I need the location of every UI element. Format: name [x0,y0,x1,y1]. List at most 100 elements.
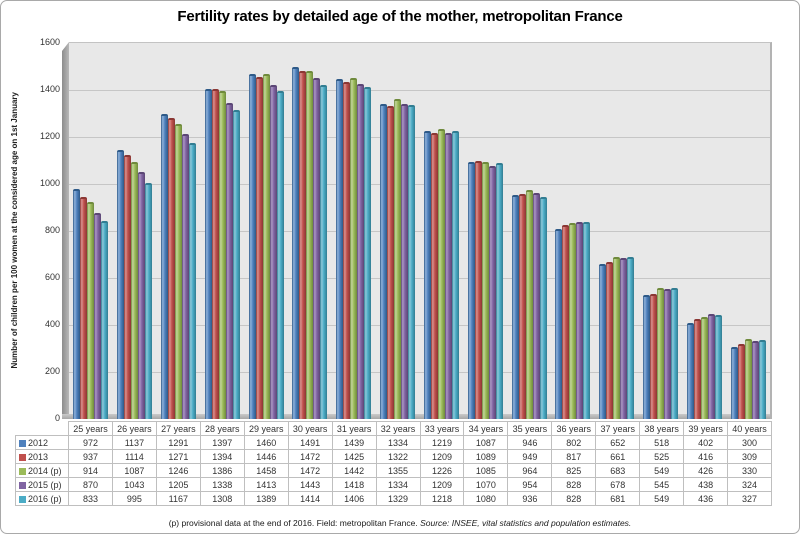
table-value-cell: 1329 [375,491,421,506]
table-header-cell: 37 years [595,421,641,436]
bar [357,83,365,419]
table-value-cell: 327 [727,491,772,506]
table-value-cell: 937 [68,449,113,464]
plot-area [62,42,772,419]
table-value-cell: 936 [507,491,553,506]
table-value-cell: 324 [727,477,772,492]
table-header-cell: 31 years [331,421,377,436]
table-value-cell: 1209 [419,449,465,464]
bar [131,161,139,419]
table-value-cell: 1308 [199,491,245,506]
bar-group [113,43,157,419]
table-value-cell: 416 [683,449,729,464]
bar-group [639,43,683,419]
bar-group [463,43,507,419]
table-header-cell: 39 years [683,421,729,436]
bar [306,71,314,419]
table-value-cell: 661 [595,449,641,464]
table-header-cell: 35 years [507,421,553,436]
bar [276,90,284,419]
bar [117,149,125,419]
bar [642,295,650,419]
bar [758,340,766,419]
bar [488,165,496,419]
bar [387,106,395,419]
series-label-cell: 2014 (p) [15,463,69,478]
data-table: 25 years 26 years 27 years 28 years 29 years… [15,421,772,506]
table-value-cell: 825 [551,463,597,478]
table-value-cell: 652 [595,435,641,450]
gridline [69,278,770,279]
bar [700,316,708,419]
table-value-cell: 1439 [331,435,377,450]
bar [161,113,169,419]
table-value-cell: 309 [727,449,772,464]
table-value-cell: 300 [727,435,772,450]
bar [437,128,445,419]
table-value-cell: 1355 [375,463,421,478]
bar [336,78,344,419]
bar [343,82,351,419]
table-row: 2016 (p) 833 995 1167 1308 1389 1414 1406 1329 12… [15,491,772,506]
bar [292,66,300,419]
bar [532,192,540,419]
bar [423,130,431,419]
table-header-cell: 34 years [463,421,509,436]
bar [225,102,233,419]
y-tick-label: 400 [44,319,60,329]
y-tick-label: 1400 [39,84,60,94]
table-value-cell: 518 [639,435,685,450]
bar [189,142,197,419]
bar-group [551,43,595,419]
table-value-cell: 438 [683,477,729,492]
bar [495,163,503,419]
table-value-cell: 1089 [463,449,509,464]
bar-group [507,43,551,419]
table-value-cell: 1080 [463,491,509,506]
table-value-cell: 817 [551,449,597,464]
gridline [69,90,770,91]
bar [656,288,664,419]
table-corner-cell [16,422,69,436]
chart-title: Fertility rates by detailed age of the m… [177,8,623,25]
bar-groups [69,43,770,419]
table-value-cell: 1446 [243,449,289,464]
bar [451,130,459,419]
footer-source: Source: INSEE, vital statistics and popu… [420,518,632,528]
series-label-cell: 2012 [15,435,69,450]
bar [649,293,657,419]
bar [101,221,109,419]
bar [599,263,607,419]
table-value-cell: 1443 [287,477,333,492]
table-value-cell: 678 [595,477,641,492]
bar [408,104,416,419]
bar-group [420,43,464,419]
bar [138,171,146,419]
table-value-cell: 1406 [331,491,377,506]
bar [232,109,240,419]
y-axis-ticks: 0 200 400 600 800 1000 1200 1400 1600 [1,37,63,423]
bar [714,314,722,419]
bar [686,322,694,419]
table-value-cell: 1389 [243,491,289,506]
table-value-cell: 1271 [155,449,201,464]
table-value-cell: 1087 [111,463,157,478]
series-label-cell: 2015 (p) [15,477,69,492]
table-value-cell: 828 [551,491,597,506]
legend-swatch [19,495,26,503]
table-value-cell: 1219 [419,435,465,450]
table-value-cell: 1291 [155,435,201,450]
table-row: 2013 937 1114 1271 1394 1446 1472 1425 1322 1209 1… [15,449,772,464]
table-header-cell: 32 years [375,421,421,436]
table-value-cell: 1114 [111,449,157,464]
table-value-cell: 436 [683,491,729,506]
gridline [69,137,770,138]
bar-group [376,43,420,419]
bar [255,77,263,419]
bar [262,74,270,419]
table-header-cell: 28 years [199,421,245,436]
table-value-cell: 1397 [199,435,245,450]
bar [80,196,88,419]
table-value-cell: 972 [68,435,113,450]
